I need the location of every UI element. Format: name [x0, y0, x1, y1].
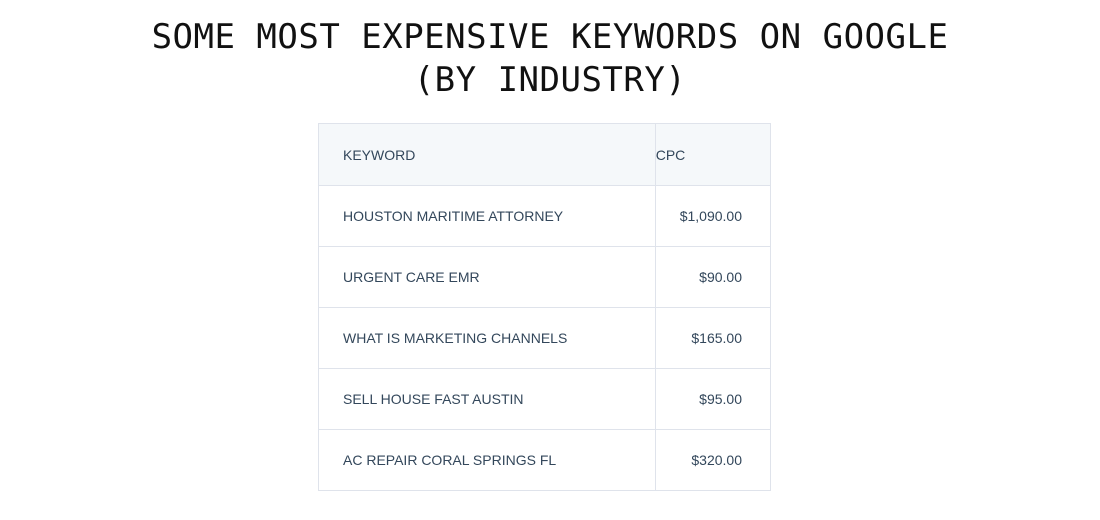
- keyword-cell: SELL HOUSE FAST AUSTIN: [318, 368, 656, 430]
- keyword-cell: WHAT IS MARKETING CHANNELS: [318, 307, 656, 369]
- title-line: SOME MOST EXPENSIVE KEYWORDS ON GOOGLE: [151, 17, 949, 57]
- header-row: KEYWORD CPC: [318, 123, 772, 186]
- keyword-table: KEYWORD CPC HOUSTON MARITIME ATTORNEY $1,…: [318, 123, 772, 491]
- column-header: CPC: [654, 123, 772, 186]
- title-line: (BY INDUSTRY): [413, 60, 687, 100]
- cpc-cell: $165.00: [654, 307, 772, 369]
- keyword-cell: AC REPAIR CORAL SPRINGS FL: [318, 429, 656, 491]
- cpc-cell: $1,090.00: [654, 185, 772, 247]
- title: SOME MOST EXPENSIVE KEYWORDS ON GOOGLE (…: [0, 16, 1100, 102]
- table-row: SELL HOUSE FAST AUSTIN $95.00: [318, 368, 772, 430]
- table-row: URGENT CARE EMR $90.00: [318, 246, 772, 308]
- table-row: HOUSTON MARITIME ATTORNEY $1,090.00: [318, 185, 772, 247]
- table-row: AC REPAIR CORAL SPRINGS FL $320.00: [318, 429, 772, 491]
- cpc-cell: $95.00: [654, 368, 772, 430]
- keyword-cell: URGENT CARE EMR: [318, 246, 656, 308]
- cpc-cell: $90.00: [654, 246, 772, 308]
- keyword-cell: HOUSTON MARITIME ATTORNEY: [318, 185, 656, 247]
- table-row: WHAT IS MARKETING CHANNELS $165.00: [318, 307, 772, 369]
- table-body: HOUSTON MARITIME ATTORNEY $1,090.00 URGENT…: [318, 185, 772, 491]
- cpc-cell: $320.00: [654, 429, 772, 491]
- column-header: KEYWORD: [318, 123, 656, 186]
